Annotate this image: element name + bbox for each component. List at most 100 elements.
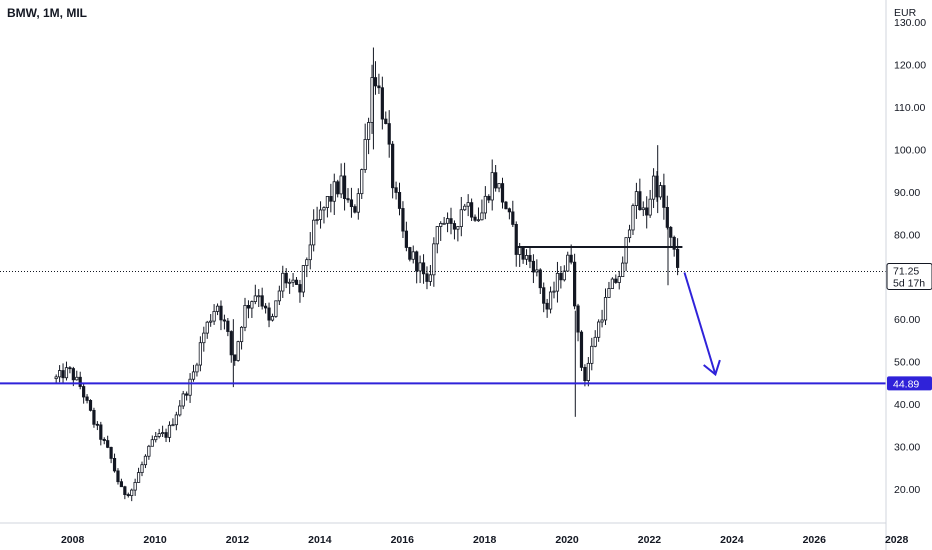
- candle-body: [325, 196, 330, 208]
- candle-body: [470, 202, 474, 218]
- candle-body: [583, 366, 587, 381]
- candle-body: [54, 376, 58, 380]
- time-axis[interactable]: 2008 2010 2012 2014 2016 2018 2020 2022 2024 2026…: [61, 534, 909, 546]
- arrow-shaft: [683, 272, 717, 375]
- y-tick-label: 50.00: [894, 357, 920, 369]
- candle-body: [239, 326, 244, 343]
- candle-body: [545, 302, 549, 310]
- candle-body: [411, 251, 415, 260]
- candle-body: [85, 396, 89, 401]
- candle-body: [507, 208, 511, 213]
- y-tick-label: 20.00: [894, 484, 920, 496]
- y-tick-label: 130.00: [894, 17, 926, 29]
- candle-body: [600, 319, 604, 323]
- candle-body: [387, 123, 391, 145]
- candle-body: [432, 243, 436, 276]
- candle-body: [531, 260, 536, 273]
- candle-body: [277, 290, 281, 302]
- candle-body: [198, 342, 202, 366]
- candle-body: [322, 207, 326, 211]
- x-tick-label: 2010: [143, 534, 167, 546]
- candle-body: [494, 172, 498, 189]
- candle-body: [301, 265, 305, 293]
- candle-body: [610, 278, 614, 289]
- candle-body: [298, 284, 302, 293]
- candle-body: [435, 226, 439, 245]
- candle-body: [665, 207, 669, 228]
- candle-body: [408, 247, 412, 260]
- candle-body: [480, 212, 484, 221]
- candle-body: [394, 187, 398, 193]
- candle-body: [586, 362, 590, 381]
- candle-body: [143, 455, 148, 466]
- candle-body: [627, 229, 632, 239]
- y-tick-label: 60.00: [894, 314, 920, 326]
- candle-body: [624, 237, 628, 264]
- candle-body: [336, 181, 340, 195]
- candle-body: [58, 370, 62, 378]
- candle-body: [428, 274, 433, 282]
- candle-body: [521, 247, 525, 260]
- x-tick-label: 2026: [803, 534, 827, 546]
- candle-body: [360, 169, 364, 195]
- x-tick-label: 2012: [226, 534, 250, 546]
- candle-body: [161, 432, 165, 435]
- candle-body: [535, 269, 539, 273]
- candle-body: [442, 222, 446, 225]
- candle-body: [476, 219, 481, 222]
- candle-body: [425, 273, 429, 282]
- candle-body: [614, 278, 618, 283]
- countdown-value: 5d 17h: [893, 277, 925, 289]
- candle-body: [226, 320, 230, 332]
- candle-body: [528, 255, 532, 262]
- candle-body: [253, 295, 257, 302]
- candle-body: [75, 376, 79, 381]
- last-price-value: 71.25: [893, 265, 919, 277]
- candle-body: [205, 321, 209, 334]
- candle-body: [195, 364, 199, 373]
- arrow-head: [703, 359, 721, 377]
- candle-body: [133, 482, 137, 491]
- candle-body: [500, 183, 505, 203]
- last-price-badge: [886, 262, 932, 290]
- x-tick-label: 2022: [638, 534, 662, 546]
- candle-body: [449, 218, 453, 224]
- candle-body: [380, 87, 384, 120]
- candle-body: [370, 77, 374, 123]
- candle-body: [511, 211, 515, 225]
- candle-body: [233, 354, 237, 361]
- candle-body: [377, 85, 381, 89]
- candle-body: [645, 207, 649, 216]
- candle-body: [284, 272, 288, 284]
- candle-body: [181, 393, 185, 407]
- candle-body: [367, 122, 371, 140]
- candle-body: [136, 472, 141, 483]
- y-tick-label: 120.00: [894, 60, 926, 72]
- price-axis[interactable]: 20.0030.0040.0050.0060.0070.0080.0090.00…: [894, 17, 926, 496]
- candle-body: [421, 262, 426, 275]
- candle-body: [353, 206, 357, 213]
- candle-body: [332, 181, 336, 202]
- candle-body: [518, 247, 522, 255]
- candle-body: [150, 439, 154, 447]
- candle-body: [349, 199, 354, 207]
- candle-body: [188, 378, 192, 396]
- candle-body: [102, 438, 106, 441]
- candle-body: [404, 230, 408, 248]
- candle-body: [593, 336, 597, 347]
- candle-body: [250, 301, 254, 309]
- candle-body: [356, 193, 360, 213]
- candle-body: [305, 259, 309, 266]
- overlays-group: [0, 246, 886, 385]
- candle-body: [363, 139, 367, 171]
- candle-body: [267, 307, 271, 321]
- x-tick-label: 2028: [885, 534, 909, 546]
- candle-body: [167, 424, 172, 438]
- candle-body: [655, 175, 659, 198]
- candle-body: [603, 297, 608, 321]
- candle-body: [178, 405, 182, 416]
- chart-title: BMW, 1M, MIL: [7, 6, 87, 20]
- candle-body: [318, 209, 323, 220]
- candle-body: [373, 77, 378, 87]
